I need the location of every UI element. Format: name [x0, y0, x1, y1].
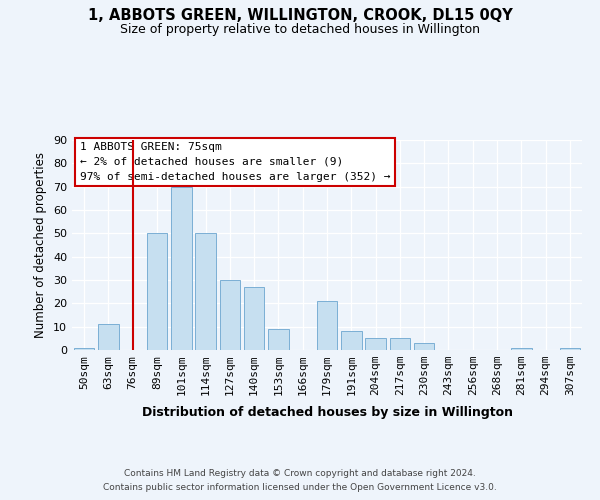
- Bar: [220, 280, 240, 350]
- Bar: [195, 234, 216, 350]
- Y-axis label: Number of detached properties: Number of detached properties: [34, 152, 47, 338]
- Text: 1 ABBOTS GREEN: 75sqm
← 2% of detached houses are smaller (9)
97% of semi-detach: 1 ABBOTS GREEN: 75sqm ← 2% of detached h…: [80, 142, 390, 182]
- Bar: [146, 234, 167, 350]
- Bar: [511, 348, 532, 350]
- Text: Contains public sector information licensed under the Open Government Licence v3: Contains public sector information licen…: [103, 484, 497, 492]
- Bar: [98, 324, 119, 350]
- Bar: [317, 301, 337, 350]
- Bar: [414, 343, 434, 350]
- Bar: [365, 338, 386, 350]
- Text: Contains HM Land Registry data © Crown copyright and database right 2024.: Contains HM Land Registry data © Crown c…: [124, 468, 476, 477]
- Bar: [74, 348, 94, 350]
- Bar: [389, 338, 410, 350]
- Text: 1, ABBOTS GREEN, WILLINGTON, CROOK, DL15 0QY: 1, ABBOTS GREEN, WILLINGTON, CROOK, DL15…: [88, 8, 512, 22]
- Bar: [341, 332, 362, 350]
- Text: Size of property relative to detached houses in Willington: Size of property relative to detached ho…: [120, 22, 480, 36]
- Bar: [244, 287, 265, 350]
- Bar: [171, 186, 191, 350]
- Bar: [268, 329, 289, 350]
- Bar: [560, 348, 580, 350]
- X-axis label: Distribution of detached houses by size in Willington: Distribution of detached houses by size …: [142, 406, 512, 420]
